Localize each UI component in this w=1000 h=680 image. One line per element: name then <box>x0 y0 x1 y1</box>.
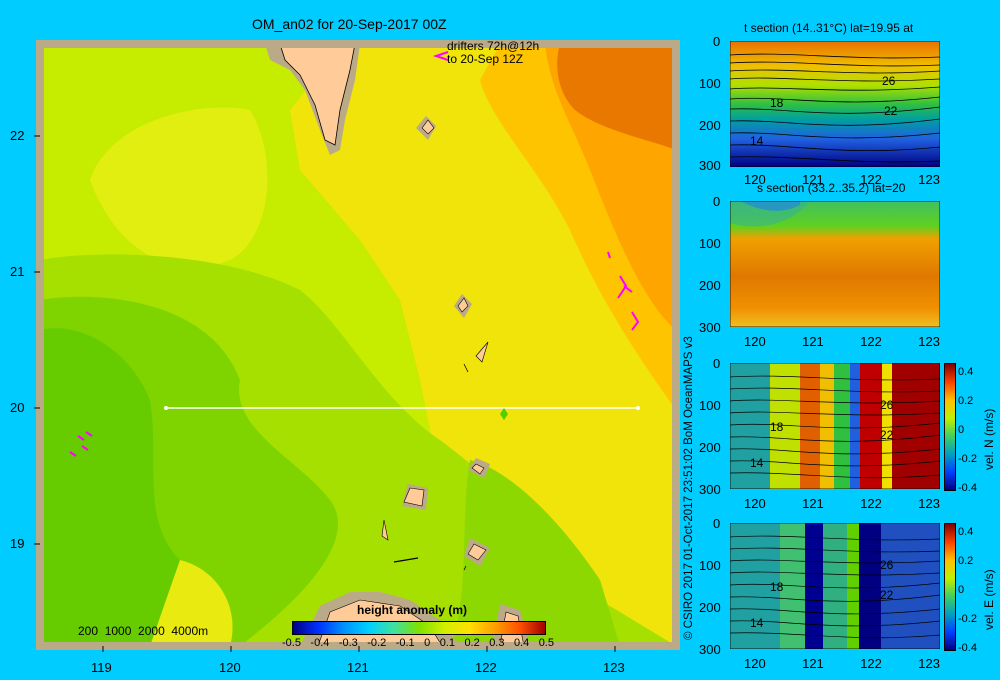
svg-text:26: 26 <box>880 558 894 572</box>
contour-14: 14 <box>750 134 764 148</box>
p1-y0: 0 <box>713 34 721 49</box>
height-anomaly-colorbar <box>292 621 546 635</box>
lon-tick-119: 119 <box>91 660 112 675</box>
vel-e-label: vel. E (m/s) <box>982 569 996 630</box>
lat-tick-19: 19 <box>10 536 25 551</box>
drifters-label: drifters 72h@12h to 20-Sep 12Z <box>447 39 540 66</box>
drifter-tracks <box>69 51 640 457</box>
salinity-section <box>730 201 940 327</box>
p1-y200: 200 <box>699 118 721 133</box>
p1-y100: 100 <box>699 76 721 91</box>
map-title: OM_an02 for 20-Sep-2017 00Z <box>252 16 447 32</box>
p4-x: 120 121 122 123 <box>744 656 940 671</box>
colorbar-title: height anomaly (m) <box>357 603 468 617</box>
lon-tick-123: 123 <box>603 660 625 675</box>
lon-tick-121: 121 <box>347 660 369 675</box>
p3-y0: 0 <box>713 356 721 371</box>
vel-n-label: vel. N (m/s) <box>982 408 996 470</box>
lon-tick-122: 122 <box>475 660 497 675</box>
lat-tick-20: 20 <box>10 400 25 415</box>
orange-zone-3 <box>557 44 676 150</box>
vel-n-ticks: 0.4 0.2 0 -0.2 -0.4 <box>958 366 977 494</box>
lon-tick-120: 120 <box>219 660 241 675</box>
lat-tick-22: 22 <box>10 128 25 143</box>
contour-22: 22 <box>884 104 898 118</box>
svg-text:18: 18 <box>770 420 784 434</box>
p4-y0: 0 <box>713 516 721 531</box>
yellow-patch-west <box>90 107 268 268</box>
velocity-north-section: 26 18 22 14 <box>730 363 940 489</box>
colorbar-ticks: -0.5 -0.4 -0.3 -0.2 -0.1 0 0.1 0.2 0.3 0.4 0.… <box>282 637 554 649</box>
yellow-sw-patch <box>150 560 233 646</box>
p3-y300: 300 <box>699 482 721 497</box>
svg-text:14: 14 <box>750 456 764 470</box>
panel2-title: s section (33.2..35.2) lat=20 <box>757 181 906 195</box>
green-zone-3 <box>40 328 180 646</box>
vel-n-colorbar <box>944 363 956 491</box>
depth-legend: 200 1000 2000 4000m <box>78 624 209 638</box>
p3-y200: 200 <box>699 440 721 455</box>
p2-y0: 0 <box>713 194 721 209</box>
svg-text:14: 14 <box>750 616 764 630</box>
contour-18: 18 <box>770 96 784 110</box>
panel1-title: t section (14..31°C) lat=19.95 at <box>744 21 914 35</box>
svg-text:18: 18 <box>770 580 784 594</box>
svg-text:22: 22 <box>880 428 894 442</box>
lat-tick-21: 21 <box>10 264 25 279</box>
p2-y100: 100 <box>699 236 721 251</box>
vel-e-ticks: 0.4 0.2 0 -0.2 -0.4 <box>958 526 977 654</box>
p2-y300: 300 <box>699 320 721 335</box>
p1-x: 120 121 122 123 <box>744 172 940 187</box>
svg-text:26: 26 <box>880 398 894 412</box>
contour-26: 26 <box>882 74 896 88</box>
velocity-east-section: 26 18 22 14 <box>730 523 940 649</box>
green-zone-4 <box>450 460 620 646</box>
vel-e-colorbar <box>944 523 956 651</box>
temperature-section: 26 18 22 14 <box>730 41 940 167</box>
p4-y300: 300 <box>699 642 721 657</box>
p3-x: 120 121 122 123 <box>744 496 940 511</box>
p3-y100: 100 <box>699 398 721 413</box>
p1-y300: 300 <box>699 158 721 173</box>
credit-text: © CSIRO 2017 01-Oct-2017 23:51:02 BoM Oc… <box>683 336 695 640</box>
p4-y100: 100 <box>699 558 721 573</box>
p4-y200: 200 <box>699 600 721 615</box>
height-anomaly-map <box>34 40 680 652</box>
p2-y200: 200 <box>699 278 721 293</box>
land-taiwan <box>279 44 356 146</box>
svg-text:22: 22 <box>880 588 894 602</box>
p2-x: 120 121 122 123 <box>744 334 940 349</box>
